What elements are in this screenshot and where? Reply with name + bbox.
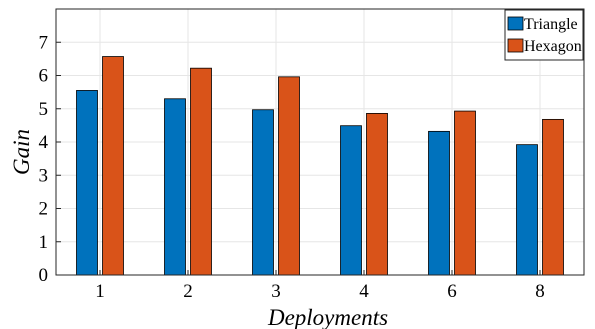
y-axis-title: Gain bbox=[9, 129, 34, 175]
legend: Triangle Hexagon bbox=[504, 9, 584, 61]
legend-label-hexagon: Hexagon bbox=[524, 38, 582, 55]
x-tick-label: 4 bbox=[359, 281, 369, 302]
y-tick-label: 0 bbox=[39, 265, 49, 286]
y-tick-label: 6 bbox=[39, 66, 49, 87]
bar-hexagon-4 bbox=[366, 113, 388, 276]
x-tick-label: 2 bbox=[183, 281, 193, 302]
x-tick-label: 6 bbox=[447, 281, 457, 302]
x-axis-title: Deployments bbox=[267, 305, 388, 329]
bar-triangle-8 bbox=[516, 144, 538, 276]
bar-triangle-2 bbox=[164, 98, 186, 276]
x-axis-ticks: 1 2 3 4 6 8 bbox=[95, 270, 545, 302]
bar-hexagon-6 bbox=[454, 110, 476, 276]
bar-triangle-1 bbox=[76, 90, 98, 276]
x-tick-label: 1 bbox=[95, 281, 105, 302]
legend-swatch-hexagon bbox=[507, 38, 524, 53]
bar-hexagon-3 bbox=[278, 76, 300, 276]
y-axis-ticks: 0 1 2 3 4 5 6 7 bbox=[39, 32, 61, 286]
legend-label-triangle: Triangle bbox=[524, 16, 578, 33]
grid bbox=[56, 9, 584, 276]
bar-triangle-4 bbox=[340, 125, 362, 276]
y-tick-label: 4 bbox=[39, 132, 49, 153]
bar-hexagon-2 bbox=[190, 67, 212, 276]
y-tick-label: 2 bbox=[39, 199, 49, 220]
bar-hexagon-8 bbox=[542, 118, 564, 276]
bar-triangle-3 bbox=[252, 109, 274, 276]
bar-triangle-6 bbox=[428, 130, 450, 276]
x-tick-label: 8 bbox=[535, 281, 545, 302]
bar-hexagon-1 bbox=[102, 56, 124, 276]
y-tick-label: 5 bbox=[39, 99, 49, 120]
y-tick-label: 7 bbox=[39, 32, 49, 53]
legend-swatch-triangle bbox=[507, 16, 524, 31]
y-tick-label: 1 bbox=[39, 232, 49, 253]
y-tick-label: 3 bbox=[39, 165, 49, 186]
x-tick-label: 3 bbox=[271, 281, 281, 302]
